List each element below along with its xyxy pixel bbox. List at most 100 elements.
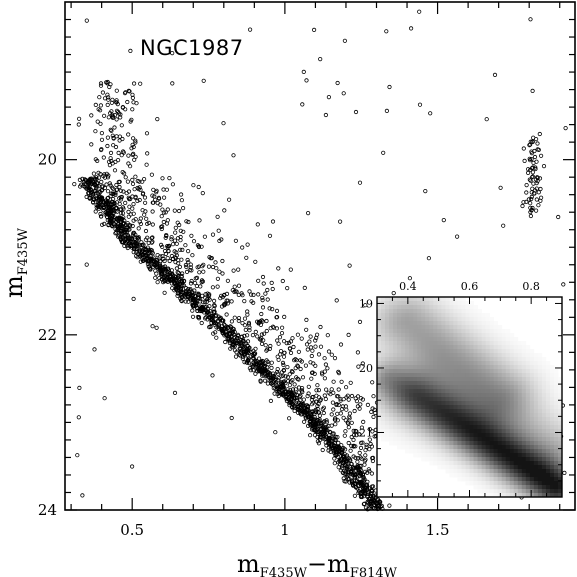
density-cell <box>529 469 535 474</box>
density-cell <box>449 365 454 370</box>
star-point <box>140 192 145 197</box>
density-cell <box>457 421 462 426</box>
density-cell <box>377 313 382 318</box>
density-cell <box>437 453 442 458</box>
density-cell <box>445 365 450 370</box>
density-cell <box>469 417 474 422</box>
density-cell <box>413 449 418 454</box>
star-point <box>200 293 205 298</box>
density-cell <box>405 397 410 402</box>
density-cell <box>557 389 563 394</box>
star-point <box>84 18 89 23</box>
star-point <box>279 330 285 336</box>
density-cell <box>393 297 398 302</box>
density-cell <box>549 401 555 406</box>
star-point <box>277 335 283 340</box>
star-point <box>208 256 213 261</box>
density-cell <box>485 333 491 338</box>
density-cell <box>441 441 446 446</box>
star-point <box>362 462 367 467</box>
star-point <box>192 288 197 293</box>
density-cell <box>397 305 402 310</box>
density-cell <box>501 413 507 418</box>
x-tick-label: 1 <box>280 521 290 539</box>
star-point <box>332 444 337 449</box>
star-point <box>361 419 366 424</box>
star-point <box>330 400 335 405</box>
density-cell <box>525 461 531 466</box>
density-cell <box>533 397 539 402</box>
density-cell <box>405 445 410 450</box>
density-cell <box>549 369 555 374</box>
star-point <box>159 214 164 219</box>
density-cell <box>437 377 442 382</box>
density-cell <box>421 369 426 374</box>
density-cell <box>477 465 482 470</box>
star-point <box>341 91 346 96</box>
density-cell <box>521 385 527 390</box>
star-point <box>190 308 195 313</box>
star-point <box>163 210 168 215</box>
density-cell <box>461 297 466 302</box>
star-point <box>146 264 151 269</box>
star-point <box>97 95 102 100</box>
star-point <box>94 184 99 189</box>
density-cell <box>493 389 499 394</box>
density-cell <box>497 457 503 462</box>
density-cell <box>377 381 382 386</box>
density-cell <box>529 477 535 482</box>
star-point <box>541 164 547 169</box>
density-cell <box>497 445 503 450</box>
star-point <box>173 225 178 230</box>
density-cell <box>449 409 454 414</box>
density-cell <box>429 433 434 438</box>
density-cell <box>465 329 470 334</box>
star-point <box>120 136 125 142</box>
density-cell <box>457 365 462 370</box>
cluster-name-label: NGC1987 <box>140 36 244 60</box>
density-cell <box>445 309 450 314</box>
density-cell <box>473 317 478 322</box>
star-point <box>130 95 135 101</box>
star-point <box>349 420 354 425</box>
star-point <box>253 371 258 376</box>
density-cell <box>469 425 474 430</box>
density-cell <box>505 429 511 434</box>
density-cell <box>493 429 499 434</box>
density-cell <box>481 401 486 406</box>
density-cell <box>465 345 470 350</box>
density-cell <box>405 385 410 390</box>
density-cell <box>421 321 426 326</box>
density-cell <box>465 397 470 402</box>
star-point <box>120 105 126 110</box>
density-cell <box>549 417 555 422</box>
density-cell <box>469 317 474 322</box>
density-cell <box>397 413 402 418</box>
density-cell <box>465 393 470 398</box>
density-cell <box>497 469 503 474</box>
density-cell <box>485 493 491 498</box>
density-cell <box>513 465 519 470</box>
density-cell <box>409 417 414 422</box>
density-cell <box>473 465 478 470</box>
density-cell <box>485 413 491 418</box>
inset-x-tick-label: 0.8 <box>522 280 540 293</box>
density-cell <box>377 329 382 334</box>
star-point <box>75 453 80 458</box>
density-cell <box>525 369 531 374</box>
density-cell <box>501 341 507 346</box>
density-cell <box>501 425 507 430</box>
density-cell <box>517 417 523 422</box>
density-cell <box>433 413 438 418</box>
density-cell <box>401 409 406 414</box>
density-cell <box>497 429 503 434</box>
density-cell <box>413 389 418 394</box>
density-cell <box>505 385 511 390</box>
density-cell <box>437 317 442 322</box>
density-cell <box>413 297 418 302</box>
x-tick-label: 1.5 <box>426 521 450 539</box>
density-cell <box>453 385 458 390</box>
density-cell <box>509 393 515 398</box>
density-cell <box>457 305 462 310</box>
density-cell <box>441 345 446 350</box>
